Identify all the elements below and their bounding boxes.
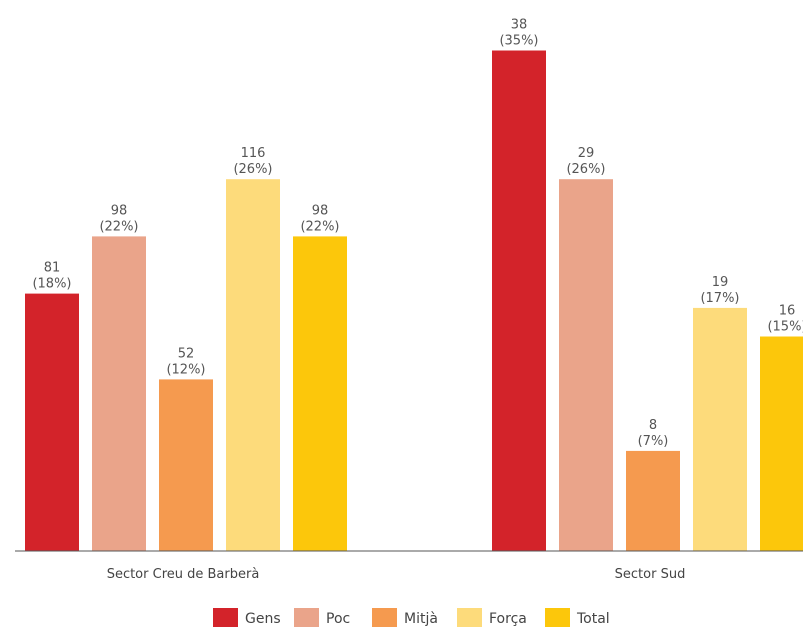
bar-percent-label: (26%) xyxy=(233,162,272,177)
legend-label: Mitjà xyxy=(404,611,438,627)
legend-swatch xyxy=(457,608,482,627)
bar-poc-1 xyxy=(559,179,613,551)
legend-swatch xyxy=(213,608,238,627)
bar-value-label: 52 xyxy=(178,346,195,361)
bar-percent-label: (12%) xyxy=(166,362,205,377)
bars-layer xyxy=(25,50,803,551)
legend-label: Gens xyxy=(245,611,281,627)
bar-value-label: 38 xyxy=(511,18,528,33)
legend-item-total: Total xyxy=(545,608,610,627)
legend-label: Força xyxy=(489,611,527,627)
legend-item-fora: Força xyxy=(457,608,527,627)
bar-mitj-0 xyxy=(159,379,213,551)
bar-gens-1 xyxy=(492,50,546,551)
legend-swatch xyxy=(545,608,570,627)
bar-percent-label: (22%) xyxy=(99,219,138,234)
bar-percent-label: (35%) xyxy=(499,34,538,49)
bar-value-label: 19 xyxy=(712,275,729,290)
bar-value-label: 8 xyxy=(649,418,657,433)
bar-mitj-1 xyxy=(626,450,680,551)
bar-total-1 xyxy=(760,336,803,551)
bar-fora-0 xyxy=(226,179,280,551)
legend-item-gens: Gens xyxy=(213,608,281,627)
bar-poc-0 xyxy=(92,236,146,551)
legend-label: Total xyxy=(576,611,610,627)
bar-value-label: 98 xyxy=(312,203,329,218)
legend-label: Poc xyxy=(326,611,350,627)
bar-gens-0 xyxy=(25,293,79,551)
bar-value-label: 29 xyxy=(578,146,595,161)
bar-total-0 xyxy=(293,236,347,551)
bar-percent-label: (7%) xyxy=(638,434,669,449)
bar-value-label: 98 xyxy=(111,203,128,218)
bar-value-label: 116 xyxy=(241,146,266,161)
bar-percent-label: (18%) xyxy=(32,277,71,292)
value-labels-layer: 81(18%)98(22%)52(12%)116(26%)98(22%)38(3… xyxy=(32,18,803,449)
category-label: Sector Sud xyxy=(615,567,686,582)
bar-percent-label: (15%) xyxy=(767,320,803,335)
legend: Gens Poc Mitjà Força Total xyxy=(213,608,610,627)
legend-swatch xyxy=(372,608,397,627)
bar-value-label: 81 xyxy=(44,261,61,276)
bar-value-label: 16 xyxy=(779,304,796,319)
bar-percent-label: (26%) xyxy=(566,162,605,177)
legend-item-mitj: Mitjà xyxy=(372,608,438,627)
category-labels-layer: Sector Creu de Barberà Sector Sud xyxy=(107,567,686,582)
category-label: Sector Creu de Barberà xyxy=(107,567,260,582)
bar-percent-label: (17%) xyxy=(700,291,739,306)
bar-percent-label: (22%) xyxy=(300,219,339,234)
legend-item-poc: Poc xyxy=(294,608,350,627)
legend-swatch xyxy=(294,608,319,627)
bar-fora-1 xyxy=(693,307,747,551)
